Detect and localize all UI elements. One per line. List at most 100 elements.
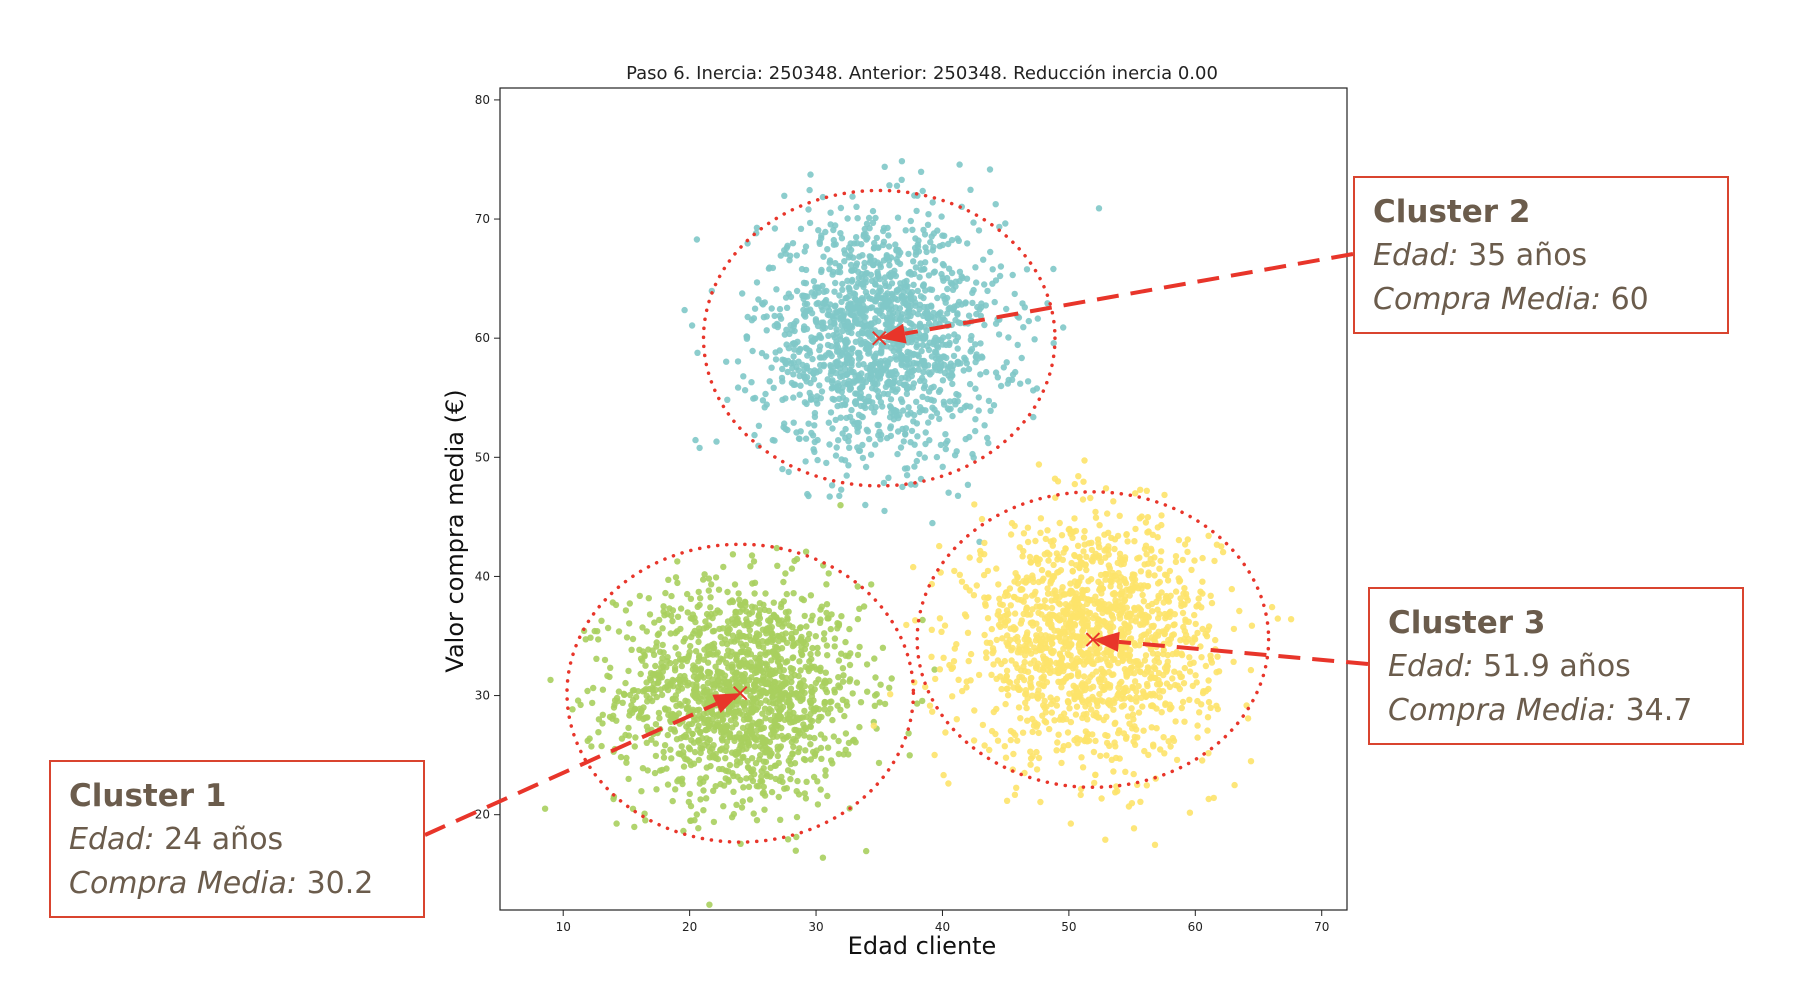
scatter-point [665, 576, 672, 583]
scatter-point [985, 594, 992, 601]
scatter-point [972, 358, 979, 366]
scatter-point [839, 327, 846, 335]
scatter-point [748, 317, 756, 324]
cluster-circles [565, 188, 1271, 844]
scatter-point [817, 664, 824, 671]
scatter-point [874, 270, 881, 277]
scatter-point [631, 823, 638, 831]
scatter-point [872, 315, 879, 322]
scatter-point [1191, 636, 1199, 643]
scatter-point [969, 289, 976, 297]
scatter-point [915, 353, 922, 360]
scatter-point [957, 406, 964, 414]
scatter-point [1108, 534, 1115, 542]
scatter-point [863, 661, 871, 668]
scatter-point [700, 787, 707, 794]
scatter-point [955, 237, 962, 244]
scatter-point [710, 818, 718, 826]
scatter-point [1036, 626, 1043, 633]
scatter-point [871, 702, 878, 709]
scatter-point [758, 773, 765, 780]
scatter-point [1078, 754, 1085, 761]
scatter-point [1084, 730, 1092, 737]
scatter-point [1004, 685, 1011, 692]
scatter-point [833, 338, 840, 345]
scatter-point [744, 622, 752, 630]
callout-compra: Compra Media: 34.7 [1388, 689, 1724, 733]
scatter-point [1037, 529, 1044, 536]
scatter-point [887, 396, 895, 403]
scatter-point [810, 446, 817, 453]
scatter-point [751, 394, 759, 402]
scatter-point [777, 655, 785, 663]
scatter-point [1184, 548, 1191, 556]
scatter-point [762, 649, 769, 656]
scatter-point [703, 795, 710, 802]
scatter-point [770, 728, 778, 736]
x-tick-label: 50 [1061, 920, 1076, 934]
scatter-point [705, 587, 712, 594]
scatter-point [940, 771, 947, 779]
scatter-point [876, 284, 883, 291]
scatter-point [1171, 611, 1179, 618]
x-tick-label: 10 [556, 920, 571, 934]
scatter-point [1020, 324, 1027, 331]
scatter-point [823, 642, 831, 649]
scatter-point [807, 723, 814, 730]
scatter-point [1090, 614, 1097, 622]
scatter-point [757, 651, 764, 658]
scatter-point [815, 227, 822, 234]
scatter-point [946, 398, 954, 405]
scatter-point [864, 398, 871, 405]
scatter-point [641, 651, 648, 659]
callout-compra: Compra Media: 60 [1373, 278, 1709, 322]
scatter-point [629, 697, 637, 704]
scatter-point [1080, 633, 1087, 640]
scatter-point [1130, 577, 1137, 584]
scatter-point [910, 295, 918, 302]
scatter-point [937, 364, 944, 372]
scatter-point [857, 321, 865, 328]
scatter-point [889, 387, 896, 394]
scatter-point [687, 817, 695, 824]
scatter-point [1130, 770, 1137, 778]
scatter-point [1205, 532, 1212, 539]
scatter-point [663, 664, 670, 671]
scatter-point [1038, 692, 1046, 699]
scatter-point [945, 333, 952, 340]
scatter-point [1004, 380, 1011, 387]
scatter-point [1111, 739, 1118, 746]
scatter-point [733, 652, 741, 659]
scatter-point [811, 734, 818, 742]
scatter-point [793, 429, 800, 436]
scatter-point [1084, 622, 1091, 629]
scatter-point [1065, 628, 1072, 636]
scatter-point [789, 642, 797, 650]
scatter-point [665, 706, 672, 713]
scatter-point [1166, 613, 1173, 621]
scatter-point [1187, 660, 1194, 667]
scatter-point [819, 325, 826, 332]
scatter-point [1112, 572, 1119, 580]
scatter-point [1076, 553, 1084, 561]
scatter-point [784, 658, 791, 665]
scatter-point [729, 668, 736, 675]
scatter-point [1011, 610, 1019, 617]
scatter-point [748, 666, 755, 673]
x-tick-label: 70 [1314, 920, 1329, 934]
scatter-point [1029, 728, 1036, 736]
scatter-point [650, 651, 658, 658]
scatter-point [1118, 678, 1125, 686]
scatter-point [1088, 658, 1095, 665]
scatter-point [1142, 618, 1149, 626]
scatter-point [1123, 604, 1131, 611]
scatter-point [737, 601, 745, 609]
scatter-point [1127, 669, 1134, 676]
scatter-point [1012, 661, 1019, 668]
scatter-point [781, 192, 788, 199]
scatter-point [802, 243, 810, 250]
scatter-point [739, 290, 746, 297]
scatter-point [1071, 736, 1078, 744]
scatter-point [758, 349, 766, 357]
scatter-point [1104, 732, 1111, 740]
